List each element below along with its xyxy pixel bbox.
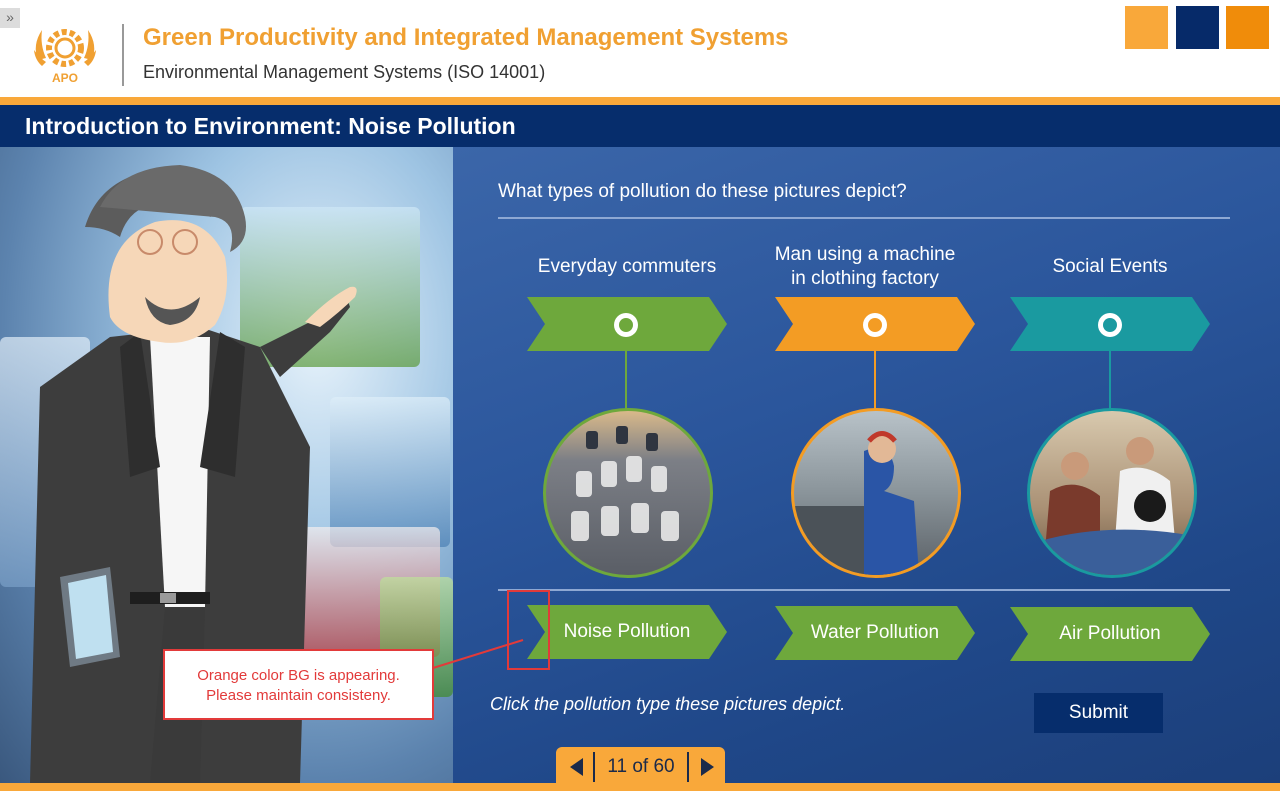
topic-title: Introduction to Environment: Noise Pollu… [25, 113, 516, 139]
answer-water-pollution[interactable]: Water Pollution [775, 606, 975, 660]
expand-sidebar-button[interactable]: » [0, 8, 20, 28]
connector-social [1109, 350, 1111, 410]
drop-target-commuters-radio[interactable] [614, 313, 638, 337]
party-image [1027, 408, 1197, 578]
picture-label-social: Social Events [1052, 256, 1168, 277]
review-note-line2: Please maintain consisteny. [206, 687, 391, 704]
brand-square-dark-orange [1226, 6, 1269, 49]
factory-worker-image [791, 408, 961, 578]
question-divider [498, 217, 1230, 219]
picture-label-factory: Man using a machine in clothing factory [755, 243, 975, 291]
page-indicator: 11 of 60 [607, 756, 675, 777]
answers-divider [498, 589, 1230, 591]
quiz-instruction: Click the pollution type these pictures … [490, 694, 846, 714]
answer-air-pollution[interactable]: Air Pollution [1010, 607, 1210, 661]
connector-factory [874, 350, 876, 410]
course-title: Green Productivity and Integrated Manage… [143, 24, 789, 51]
drop-target-social-radio[interactable] [1098, 313, 1122, 337]
nav-divider-left [593, 752, 595, 782]
answer-air-pollution-label: Air Pollution [1059, 623, 1161, 644]
topic-bar: Introduction to Environment: Noise Pollu… [0, 105, 1280, 147]
drop-target-factory-radio[interactable] [863, 313, 887, 337]
traffic-jam-image [543, 408, 713, 578]
presenter-character [30, 165, 357, 783]
answer-water-pollution-label: Water Pollution [810, 622, 940, 643]
brand-square-orange [1125, 6, 1168, 49]
review-note: Orange color BG is appearing. Please mai… [163, 649, 434, 720]
quiz-question: What types of pollution do these picture… [498, 181, 907, 202]
brand-square-navy [1176, 6, 1219, 49]
previous-slide-icon[interactable] [570, 758, 583, 776]
course-subtitle: Environmental Management Systems (ISO 14… [143, 62, 546, 82]
slide-navigation: 11 of 60 [556, 747, 725, 787]
answer-noise-pollution-label: Noise Pollution [563, 621, 691, 642]
apo-logo: APO [34, 29, 96, 85]
submit-button[interactable]: Submit [1034, 693, 1163, 733]
picture-label-factory-line1: Man using a machine [774, 244, 956, 265]
logo-text: APO [52, 71, 78, 85]
nav-divider-right [687, 752, 689, 782]
header-divider [122, 24, 124, 86]
picture-label-factory-line2: in clothing factory [791, 268, 939, 289]
header-accent-line [0, 97, 1280, 105]
picture-label-commuters: Everyday commuters [537, 256, 717, 277]
review-note-line1: Orange color BG is appearing. [197, 667, 400, 684]
next-slide-icon[interactable] [701, 758, 714, 776]
connector-commuters [625, 350, 627, 410]
footer-accent-line [0, 783, 1280, 791]
answer-noise-pollution[interactable]: Noise Pollution [527, 605, 727, 659]
review-highlight-box [507, 590, 550, 670]
header: » APO Green Productivity and Integrated … [0, 0, 1280, 98]
